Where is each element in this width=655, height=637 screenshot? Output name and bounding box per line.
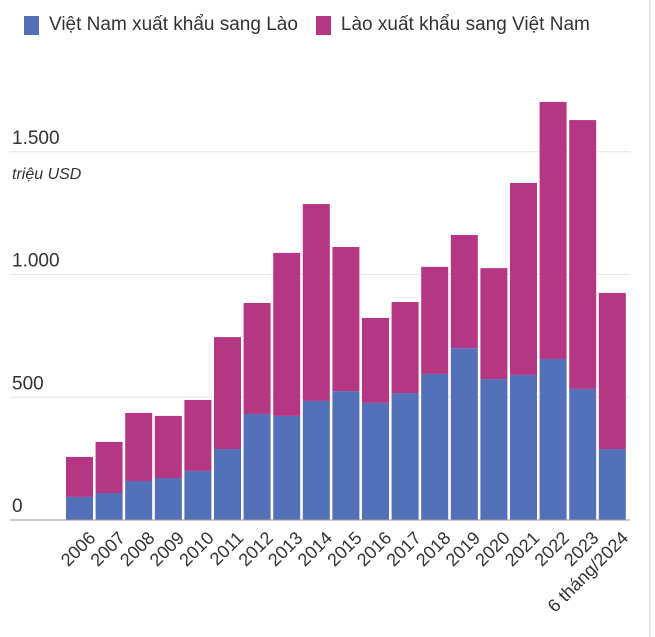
legend-item-laos-to-vn[interactable]: Lào xuất khẩu sang Việt Nam xyxy=(315,14,590,36)
bar-laos-to-vn xyxy=(125,412,153,481)
bar-laos-to-vn xyxy=(480,268,508,380)
bar-vn-to-laos xyxy=(154,478,182,520)
bar-laos-to-vn xyxy=(362,317,389,403)
bar-laos-to-vn xyxy=(66,456,93,497)
y-tick-label: 1.500 xyxy=(12,128,60,149)
bar-laos-to-vn xyxy=(154,415,182,479)
legend-label: Lào xuất khẩu sang Việt Nam xyxy=(340,14,590,35)
bar-vn-to-laos xyxy=(273,415,301,520)
y-axis-label: triệu USD xyxy=(12,166,82,183)
bar-vn-to-laos xyxy=(362,402,389,520)
bar-vn-to-laos xyxy=(243,413,271,520)
bar-vn-to-laos xyxy=(421,373,449,520)
y-tick-label: 1.000 xyxy=(12,251,60,272)
y-tick-label: 500 xyxy=(12,373,44,394)
chart-border xyxy=(649,0,651,637)
bar-laos-to-vn xyxy=(569,120,597,389)
legend: Việt Nam xuất khẩu sang Lào Lào xuất khẩ… xyxy=(24,14,608,36)
bar-vn-to-laos xyxy=(480,379,508,520)
bar-vn-to-laos xyxy=(539,358,567,520)
bar-laos-to-vn xyxy=(450,234,478,349)
legend-label: Việt Nam xuất khẩu sang Lào xyxy=(49,14,298,35)
bar-vn-to-laos xyxy=(125,480,153,520)
bar-laos-to-vn xyxy=(95,441,123,493)
bar-laos-to-vn xyxy=(598,292,626,450)
bar-vn-to-laos xyxy=(302,400,330,520)
bar-vn-to-laos xyxy=(450,348,478,520)
bar-vn-to-laos xyxy=(332,391,360,520)
bar-vn-to-laos xyxy=(569,388,597,520)
legend-swatch xyxy=(315,15,331,35)
bar-vn-to-laos xyxy=(184,470,212,520)
bar-vn-to-laos xyxy=(214,449,241,520)
legend-item-vn-to-laos[interactable]: Việt Nam xuất khẩu sang Lào xyxy=(24,14,298,36)
bar-laos-to-vn xyxy=(243,302,271,414)
bar-laos-to-vn xyxy=(184,399,212,471)
bar-laos-to-vn xyxy=(214,337,241,450)
y-tick-label: 0 xyxy=(12,496,23,517)
bar-vn-to-laos xyxy=(66,496,93,520)
bar-laos-to-vn xyxy=(332,247,360,392)
bar-laos-to-vn xyxy=(421,266,449,374)
bar-laos-to-vn xyxy=(539,101,567,359)
bar-vn-to-laos xyxy=(510,374,537,520)
legend-swatch xyxy=(24,15,39,35)
bar-laos-to-vn xyxy=(273,252,301,416)
bar-vn-to-laos xyxy=(95,492,123,520)
bar-vn-to-laos xyxy=(598,449,626,520)
bar-vn-to-laos xyxy=(391,393,419,520)
bar-laos-to-vn xyxy=(302,204,330,401)
bar-laos-to-vn xyxy=(510,182,537,375)
bar-laos-to-vn xyxy=(391,301,419,394)
